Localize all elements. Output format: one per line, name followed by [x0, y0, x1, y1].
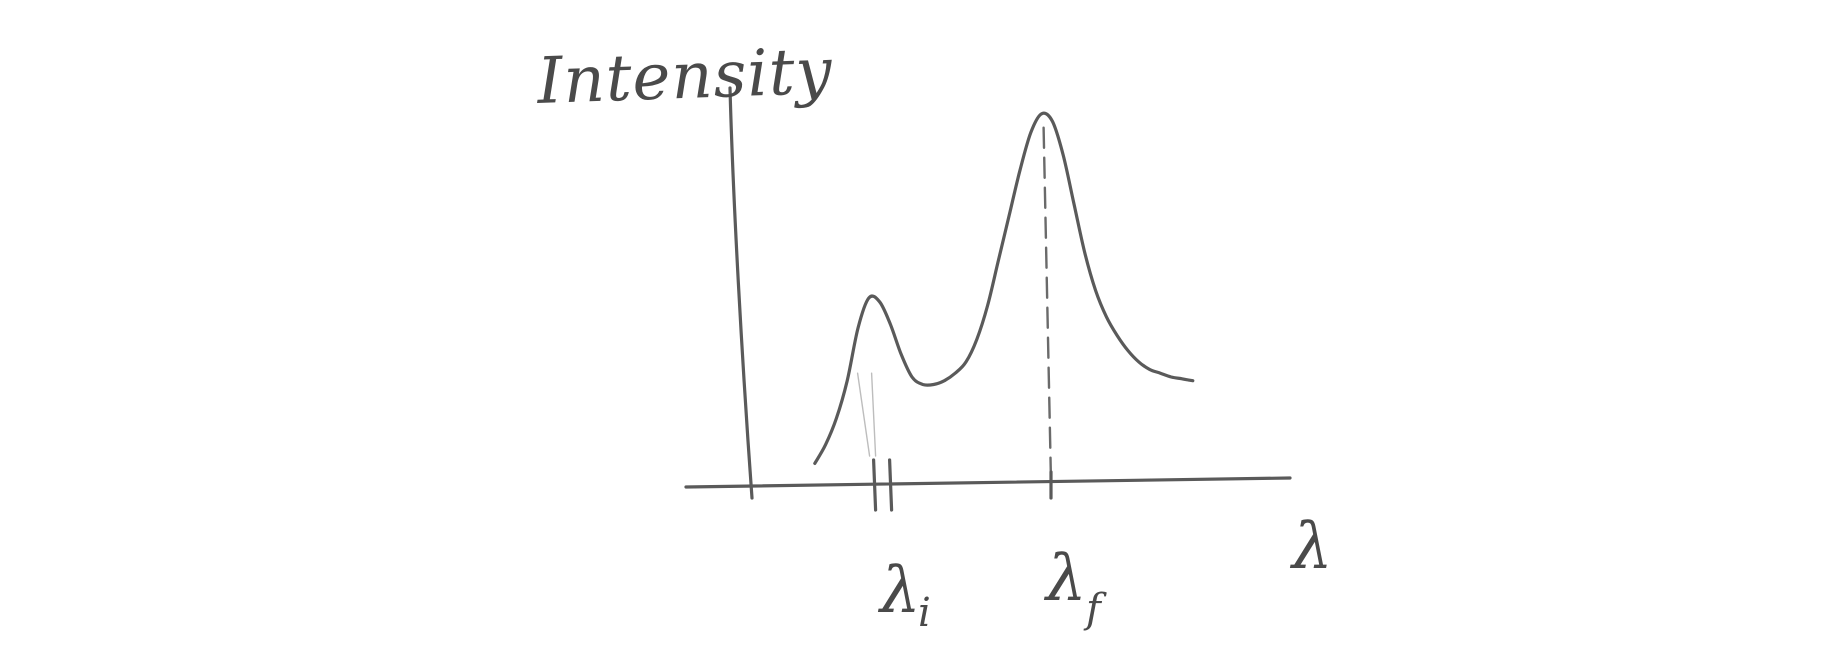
intensity-curve: [813, 111, 1195, 465]
tick-label-lambda-i-subscript: i: [918, 590, 931, 636]
faint-guide-2: [870, 372, 877, 457]
tick-lambda-i-stroke-2: [888, 458, 894, 512]
y-axis: [728, 86, 754, 500]
faint-guides: [856, 372, 877, 457]
tick-label-lambda-f: λ f: [1043, 542, 1107, 632]
x-axis: [684, 476, 1292, 489]
tick-label-lambda-i: λ i: [877, 554, 931, 636]
tick-label-lambda-f-symbol: λ: [1043, 542, 1087, 616]
guide-lambda-f: [1042, 126, 1053, 484]
tick-marks: [872, 126, 1053, 512]
tick-label-lambda-f-subscript: f: [1083, 586, 1107, 632]
x-axis-label: λ: [1289, 510, 1333, 584]
y-axis-label: Intensity: [535, 35, 834, 119]
tick-lambda-i-stroke-1: [872, 458, 878, 512]
faint-guide-1: [856, 372, 871, 457]
tick-label-lambda-i-symbol: λ: [877, 554, 921, 628]
